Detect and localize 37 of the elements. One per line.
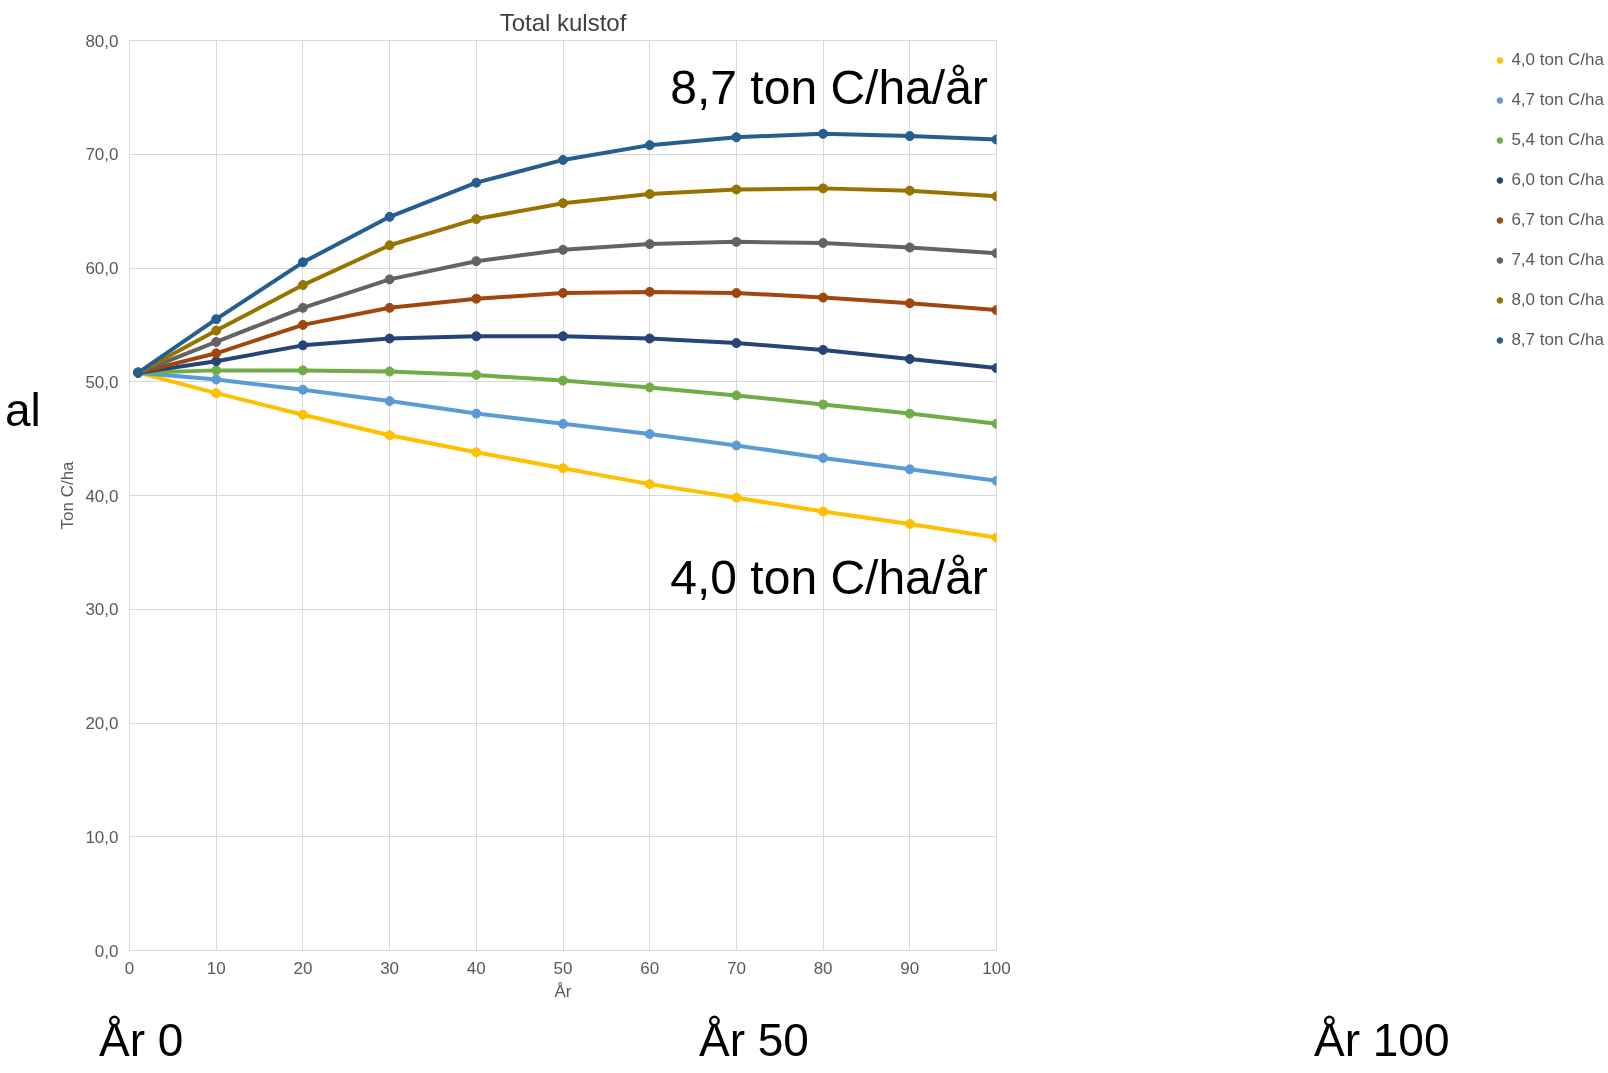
text: År 100 bbox=[1314, 1014, 1450, 1066]
x-tick-label: 20 bbox=[293, 958, 313, 978]
legend-label: 4,0 ton C/ha bbox=[1511, 50, 1604, 70]
x-tick-label: 10 bbox=[206, 958, 226, 978]
annotation: 8,7 ton C/ha/år bbox=[670, 61, 988, 115]
chart-title: Total kulstof bbox=[499, 8, 627, 36]
x-tick-label: 60 bbox=[640, 958, 660, 978]
x-tick-label: 40 bbox=[466, 958, 486, 978]
x-tick-label: 80 bbox=[813, 958, 833, 978]
y-tick-label: 40,0 bbox=[85, 486, 119, 506]
x-tick-label: 90 bbox=[900, 958, 920, 978]
y-tick-label: 10,0 bbox=[85, 827, 119, 847]
x-tick-label: 30 bbox=[380, 958, 400, 978]
legend-label: 6,0 ton C/ha bbox=[1511, 170, 1604, 190]
y-tick-label: 60,0 bbox=[85, 259, 119, 278]
legend-label: 6,7 ton C/ha bbox=[1511, 210, 1604, 230]
x-tick-label: 0 bbox=[124, 958, 135, 978]
y-tick-label: 0,0 bbox=[94, 941, 119, 961]
text: År 0 bbox=[99, 1014, 184, 1066]
y-tick-label: 70,0 bbox=[85, 145, 119, 165]
legend-label: 8,7 ton C/ha bbox=[1511, 330, 1604, 350]
legend-label: 4,7 ton C/ha bbox=[1511, 90, 1604, 110]
legend-label: 7,4 ton C/ha bbox=[1511, 250, 1604, 270]
x-axis-title: År bbox=[554, 981, 572, 1001]
legend-label: 5,4 ton C/ha bbox=[1511, 130, 1604, 150]
y-axis-title: Ton C/ha bbox=[58, 460, 78, 530]
y-tick-label: 30,0 bbox=[85, 600, 119, 620]
y-tick-label: 80,0 bbox=[85, 31, 119, 51]
x-tick-label: 100 bbox=[982, 958, 1011, 978]
x-tick-label: 50 bbox=[553, 958, 573, 978]
legend-label: 8,0 ton C/ha bbox=[1511, 290, 1604, 310]
x-tick-label: 70 bbox=[726, 958, 746, 978]
y-tick-label: 50,0 bbox=[85, 372, 119, 392]
text: År 50 bbox=[699, 1014, 809, 1066]
annotation: 4,0 ton C/ha/år bbox=[670, 550, 988, 604]
text: al bbox=[5, 384, 41, 436]
y-tick-label: 20,0 bbox=[85, 714, 119, 733]
